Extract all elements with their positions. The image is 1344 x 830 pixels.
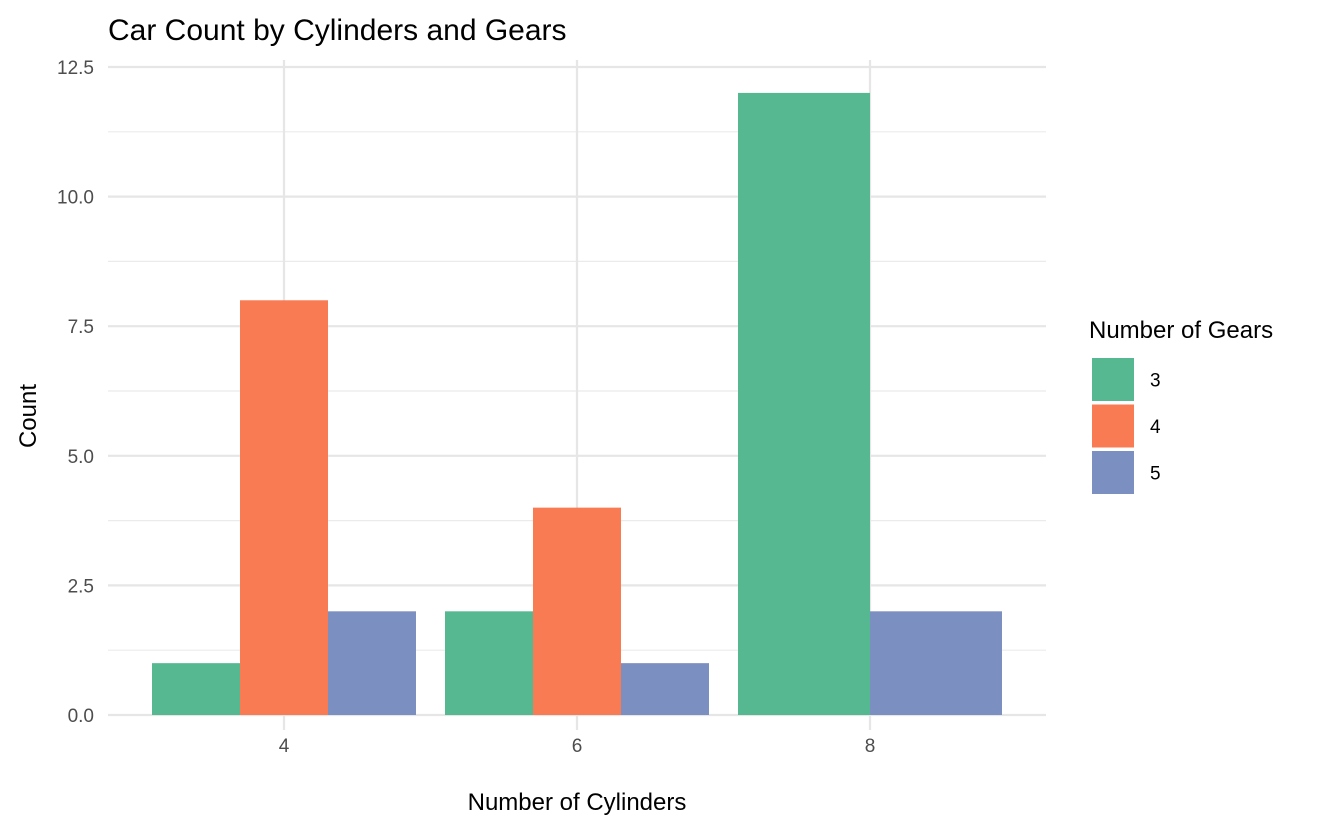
legend: Number of Gears 3 4 5 [1089,317,1273,494]
y-tick-label: 2.5 [68,576,94,597]
bar-cyl6-gear3 [445,611,533,715]
legend-title: Number of Gears [1089,317,1273,344]
x-tick-label: 4 [279,736,290,757]
bar-cyl4-gear3 [152,663,240,715]
x-axis-title: Number of Cylinders [468,789,687,816]
legend-label-5: 5 [1150,464,1161,485]
y-tick-label: 12.5 [57,58,94,79]
bar-cyl4-gear4 [240,300,328,715]
bar-cyl8-gear3 [738,92,870,716]
y-tick-label: 7.5 [68,317,94,338]
x-tick-label: 8 [865,736,876,757]
legend-key-3 [1092,358,1134,401]
legend-key-4 [1092,404,1134,448]
legend-label-3: 3 [1150,371,1161,392]
chart-title: Car Count by Cylinders and Gears [108,14,567,47]
y-axis-title: Count [15,384,42,448]
bars [152,92,1002,716]
bar-cyl4-gear5 [328,611,416,715]
bar-cyl6-gear4 [533,507,621,715]
x-tick-label: 6 [572,736,583,757]
bar-cyl6-gear5 [621,663,709,715]
y-tick-label: 0.0 [68,706,94,727]
axes: 0.0 2.5 5.0 7.5 10.0 12.5 4 6 8 [57,58,875,757]
y-tick-label: 5.0 [68,447,94,468]
legend-label-4: 4 [1150,417,1161,438]
y-tick-label: 10.0 [57,188,94,209]
legend-key-5 [1092,451,1134,494]
bar-cyl8-gear5 [870,611,1002,715]
